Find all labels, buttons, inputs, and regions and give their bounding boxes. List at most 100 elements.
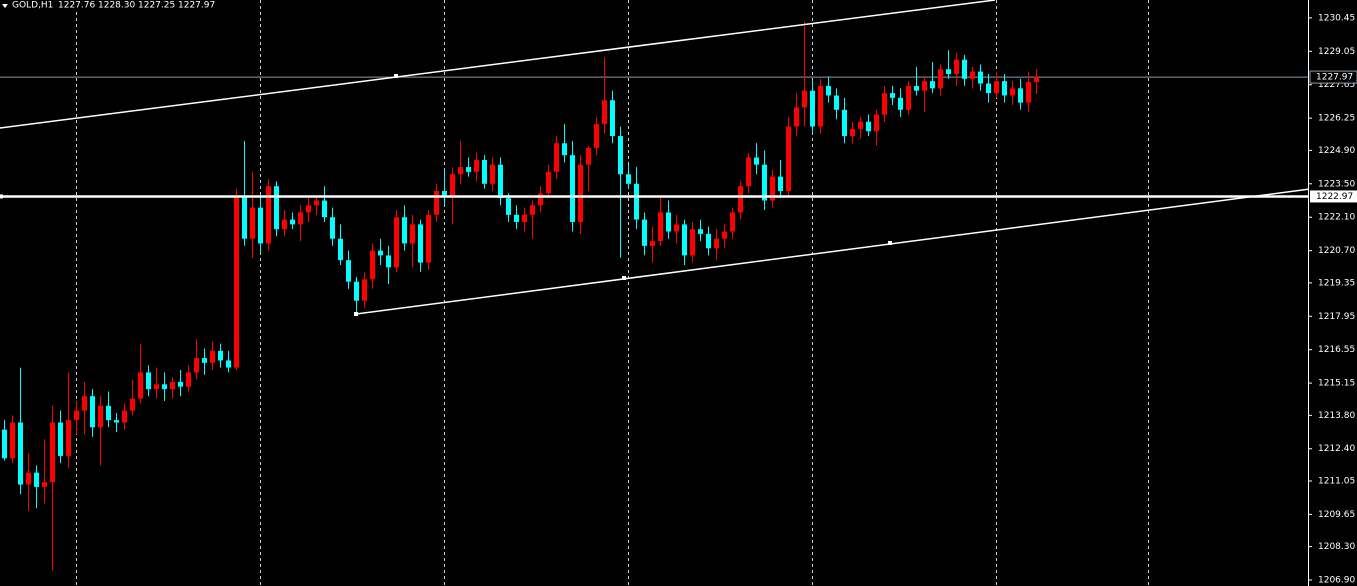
candle-body (882, 93, 887, 115)
candle-body (442, 190, 447, 196)
candle-body (346, 260, 351, 282)
candle-body (274, 186, 279, 230)
candle-body (618, 136, 623, 175)
candle-body (138, 372, 143, 399)
candle-body (562, 143, 567, 156)
candle-body (642, 219, 647, 246)
candle-body (434, 190, 439, 215)
y-tick-label: 1230.45 (1318, 13, 1355, 23)
hline-label-bg (1310, 190, 1357, 203)
y-tick-label: 1215.15 (1318, 379, 1355, 389)
candle-body (1002, 81, 1007, 96)
candle-body (98, 405, 103, 428)
y-tick-label: 1224.90 (1318, 146, 1355, 156)
candle-body (466, 167, 471, 172)
candle-body (746, 157, 751, 187)
trendline-handle[interactable] (622, 276, 626, 280)
candle-body (682, 224, 687, 256)
candle-body (666, 212, 671, 232)
y-tick-label: 1219.35 (1318, 278, 1355, 288)
candle-body (306, 205, 311, 213)
trendline-handle[interactable] (394, 74, 398, 78)
candle-body (386, 255, 391, 268)
candle-body (770, 176, 775, 201)
candle-body (690, 229, 695, 256)
candle-body (890, 93, 895, 98)
candle-body (122, 410, 127, 423)
y-tick-label: 1227.65 (1318, 80, 1355, 90)
candle-body (514, 214, 519, 222)
candle-body (450, 174, 455, 196)
candle-body (970, 71, 975, 79)
trendline-handle[interactable] (354, 312, 358, 316)
trendline-upper[interactable] (0, 0, 996, 129)
price-axis: 1230.45 1229.05 1227.65 1226.25 1224.90 1223.… (1308, 13, 1357, 586)
candle-body (258, 207, 263, 244)
y-tick-label: 1223.50 (1318, 179, 1355, 189)
candle-body (74, 410, 79, 421)
y-tick-label: 1211.05 (1318, 476, 1355, 486)
candle-body (778, 176, 783, 191)
candle-body (322, 200, 327, 218)
candle-body (1010, 88, 1015, 96)
candle-body (66, 420, 71, 456)
candle-body (90, 396, 95, 428)
candle-body (394, 217, 399, 268)
candle-body (962, 59, 967, 79)
candle-body (370, 250, 375, 280)
candle-body (18, 422, 23, 485)
candle-body (226, 360, 231, 368)
candle-body (978, 71, 983, 84)
header-menu-icon[interactable] (2, 4, 8, 8)
trendline-handle[interactable] (888, 241, 892, 245)
candle-body (674, 224, 679, 232)
candle-body (314, 200, 319, 206)
candle-body (586, 147, 591, 165)
candles (0, 21, 1308, 571)
y-tick-label: 1220.70 (1318, 246, 1355, 256)
y-tick-label: 1209.65 (1318, 510, 1355, 520)
candle-body (578, 164, 583, 222)
header-value: 1228.30 (98, 1, 135, 11)
candle-body (866, 121, 871, 132)
candle-body (914, 85, 919, 91)
candle-body (266, 186, 271, 244)
candle-body (218, 350, 223, 361)
candle-body (762, 164, 767, 201)
candle-body (498, 164, 503, 199)
candle-body (1026, 82, 1031, 103)
y-tick-label: 1206.90 (1318, 576, 1355, 586)
candle-body (490, 164, 495, 184)
candle-body (202, 358, 207, 363)
candle-body (330, 217, 335, 239)
candle-body (810, 90, 815, 127)
candle-body (874, 114, 879, 132)
candle-body (458, 167, 463, 175)
bid-label: 1227.97 (1316, 73, 1353, 83)
candle-body (474, 159, 479, 172)
candle-body (554, 143, 559, 172)
candle-body (706, 233, 711, 249)
candle-body (714, 238, 719, 249)
candle-body (522, 214, 527, 222)
candle-body (546, 171, 551, 194)
header-values: 1227.76 1228.30 1227.25 1227.97 (58, 1, 215, 11)
candle-body (994, 81, 999, 94)
candle-body (418, 224, 423, 263)
candle-body (162, 384, 167, 390)
candle-body (130, 398, 135, 411)
y-tick-label: 1213.80 (1318, 411, 1355, 421)
candle-body (602, 100, 607, 125)
candle-body (842, 109, 847, 137)
header-value: 1227.25 (138, 1, 175, 11)
candle-body (930, 81, 935, 89)
candle-body (938, 69, 943, 89)
header-value: 1227.76 (58, 1, 95, 11)
header-symbol: GOLD,H1 (12, 1, 53, 11)
candle-body (738, 186, 743, 213)
candle-body (754, 157, 759, 165)
candle-body (698, 229, 703, 234)
trendline-lower[interactable] (355, 188, 1311, 315)
candle-body (538, 193, 543, 206)
